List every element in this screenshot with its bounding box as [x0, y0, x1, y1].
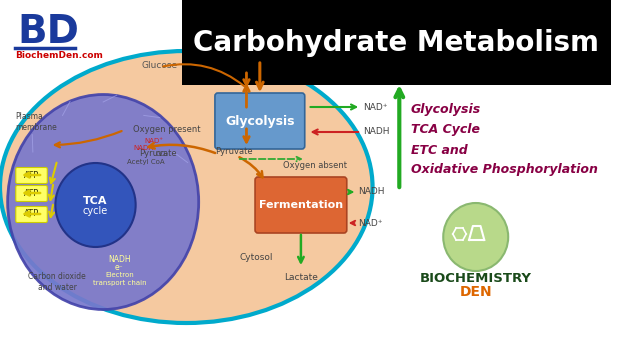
Text: Oxygen present: Oxygen present	[133, 126, 201, 134]
Circle shape	[444, 203, 508, 271]
Circle shape	[56, 163, 136, 247]
Text: CO₂: CO₂	[156, 151, 169, 157]
Text: Pyruvate: Pyruvate	[139, 149, 177, 159]
Text: NAD⁺: NAD⁺	[358, 218, 383, 228]
Text: Oxygen absent: Oxygen absent	[284, 161, 348, 170]
Text: BD: BD	[17, 13, 79, 51]
Text: ATP: ATP	[24, 170, 39, 180]
Text: Carbohydrate Metabolism: Carbohydrate Metabolism	[193, 29, 600, 57]
Text: Oxidative Phosphorylation: Oxidative Phosphorylation	[411, 163, 598, 176]
Text: NADH: NADH	[358, 188, 385, 196]
FancyBboxPatch shape	[16, 206, 47, 223]
Text: Glucose: Glucose	[141, 61, 177, 70]
Text: ATP: ATP	[24, 189, 39, 197]
FancyBboxPatch shape	[16, 168, 47, 183]
Text: Pyruvate: Pyruvate	[215, 147, 253, 156]
Ellipse shape	[0, 51, 372, 323]
Text: NADH: NADH	[133, 145, 154, 151]
Text: e⁻: e⁻	[115, 264, 124, 273]
Text: Lactate: Lactate	[284, 273, 318, 281]
Text: Fermentation: Fermentation	[259, 200, 343, 210]
Text: Cytosol: Cytosol	[239, 252, 273, 261]
Text: ATP: ATP	[24, 210, 39, 218]
FancyBboxPatch shape	[255, 177, 347, 233]
Text: ETC and: ETC and	[411, 144, 467, 156]
Bar	[182, 0, 611, 85]
Text: DEN: DEN	[460, 285, 492, 299]
Text: NADH: NADH	[363, 127, 390, 136]
Text: NAD⁺: NAD⁺	[144, 138, 163, 144]
Text: Acetyl CoA: Acetyl CoA	[127, 159, 165, 165]
Text: Carbon dioxide
and water: Carbon dioxide and water	[28, 272, 86, 292]
Text: Glycolysis: Glycolysis	[225, 114, 294, 127]
Text: BiochemDen.com: BiochemDen.com	[15, 51, 103, 61]
Ellipse shape	[8, 94, 198, 309]
Text: NADH: NADH	[108, 256, 131, 265]
FancyBboxPatch shape	[16, 186, 47, 202]
Text: Glycolysis: Glycolysis	[411, 104, 481, 117]
FancyBboxPatch shape	[215, 93, 305, 149]
Text: TCA Cycle: TCA Cycle	[411, 124, 480, 136]
Text: NAD⁺: NAD⁺	[363, 103, 387, 112]
Text: Plasma
membrane: Plasma membrane	[15, 112, 57, 132]
Text: TCA: TCA	[83, 196, 108, 206]
Text: cycle: cycle	[83, 206, 108, 216]
Text: Electron
transport chain: Electron transport chain	[93, 272, 146, 286]
Text: BIOCHEMISTRY: BIOCHEMISTRY	[420, 272, 532, 285]
